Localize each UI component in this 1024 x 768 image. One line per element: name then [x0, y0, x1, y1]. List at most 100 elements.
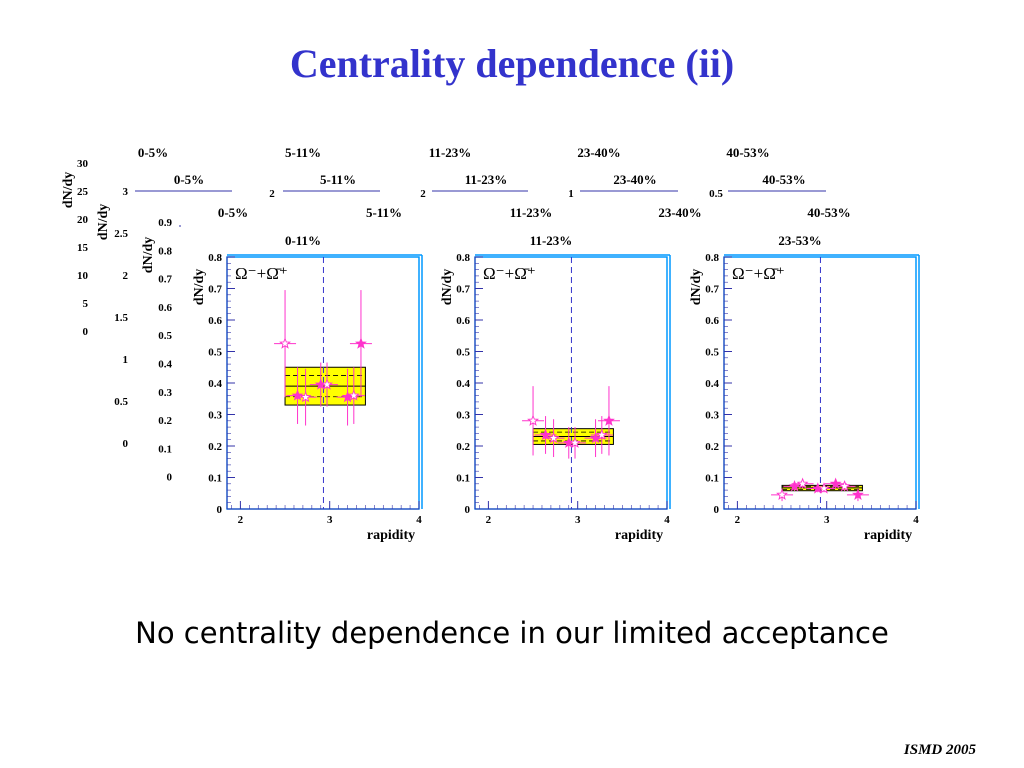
- y-tick-label: 0.8: [208, 252, 222, 264]
- background-tick-label: 1.5: [114, 312, 128, 324]
- y-axis-label: dN/dy: [192, 269, 207, 306]
- background-centrality-label: 5-11%: [285, 145, 321, 160]
- y-tick-label: 0: [465, 504, 471, 516]
- background-tick-label: 15: [77, 242, 89, 254]
- y-tick-label: 0.5: [208, 347, 222, 359]
- background-centrality-label: 23-40%: [613, 172, 656, 187]
- data-point: [788, 480, 801, 492]
- background-tick-label: 0.2: [158, 415, 172, 427]
- x-tick-label: 4: [416, 514, 422, 526]
- x-tick-label: 2: [735, 514, 741, 526]
- y-tick-label: 0.5: [456, 347, 470, 359]
- background-centrality-label: 40-53%: [807, 205, 850, 220]
- background-ylabel: dN/dy: [61, 172, 76, 209]
- x-tick-label: 4: [913, 514, 919, 526]
- background-tick-label: 0.7: [158, 274, 172, 286]
- background-ylabel: dN/dy: [141, 237, 156, 274]
- y-tick-label: 0.2: [208, 441, 222, 453]
- background-tick-label: 0.8: [158, 245, 172, 257]
- background-centrality-label: 5-11%: [320, 172, 356, 187]
- chart-panel-3: 0 0.1 0.2 0.3 0.4 0.5 0.6 0.7 0.8 2 3 4 23-53% rapidi…: [674, 227, 924, 544]
- y-tick-label: 0.7: [208, 284, 222, 296]
- y-tick-label: 0.3: [208, 410, 222, 422]
- y-tick-label: 0.4: [705, 378, 719, 390]
- background-tick-label: 0.4: [158, 359, 172, 371]
- background-centrality-label: 11-23%: [465, 172, 508, 187]
- y-tick-label: 0: [217, 504, 223, 516]
- x-axis-label: rapidity: [367, 528, 415, 543]
- centrality-figure: 0-5% 5-11% 11-23% 23-40% 40-53%dN/dy30252015…: [61, 145, 924, 544]
- background-ylabel: dN/dy: [96, 204, 111, 241]
- x-tick-label: 3: [575, 514, 581, 526]
- y-tick-label: 0.2: [456, 441, 470, 453]
- background-tick-label: 1: [568, 188, 574, 200]
- background-tick-label: 20: [77, 214, 89, 226]
- y-tick-label: 0.4: [208, 378, 222, 390]
- y-tick-label: 0.3: [705, 410, 719, 422]
- data-point: [527, 414, 540, 426]
- data-point: [838, 480, 851, 492]
- background-tick-label: 30: [77, 158, 89, 170]
- background-tick-label: 25: [77, 186, 89, 198]
- background-tick-label: 0.5: [709, 188, 723, 200]
- background-tick-label: 2: [420, 188, 426, 200]
- slide-footer: ISMD 2005: [903, 742, 976, 758]
- background-tick-label: 2: [269, 188, 275, 200]
- x-axis-label: rapidity: [615, 528, 663, 543]
- background-centrality-label: 40-53%: [726, 145, 769, 160]
- y-tick-label: 0.8: [456, 252, 470, 264]
- slide-title: Centrality dependence (ii): [289, 41, 735, 86]
- background-tick-label: 0.5: [158, 330, 172, 342]
- background-tick-label: 0.9: [158, 217, 172, 229]
- background-centrality-label: 5-11%: [366, 205, 402, 220]
- x-tick-label: 2: [486, 514, 492, 526]
- background-tick-label: 0: [123, 438, 129, 450]
- panel-legend: Ω⁻+Ω̄⁺: [483, 264, 536, 283]
- data-point: [569, 436, 582, 448]
- panel-legend: Ω⁻+Ω̄⁺: [732, 264, 785, 283]
- data-point: [279, 337, 292, 349]
- data-point: [851, 488, 864, 500]
- y-tick-label: 0.6: [456, 315, 470, 327]
- data-point: [347, 389, 360, 401]
- background-tick-label: 0: [83, 326, 89, 338]
- chart-panel-1: 0 0.1 0.2 0.3 0.4 0.5 0.6 0.7 0.8 2 3 4 0-11% rapidit…: [177, 227, 427, 544]
- background-centrality-label: 11-23%: [510, 205, 553, 220]
- data-point: [321, 378, 334, 390]
- panel-centrality-title: 11-23%: [530, 233, 573, 248]
- y-tick-label: 0.6: [208, 315, 222, 327]
- data-point: [776, 488, 789, 500]
- background-centrality-label: 23-40%: [658, 205, 701, 220]
- y-axis-label: dN/dy: [440, 269, 455, 306]
- x-tick-label: 2: [238, 514, 244, 526]
- data-point: [595, 428, 608, 441]
- panel-legend: Ω⁻+Ω̄⁺: [235, 264, 288, 283]
- background-tick-label: 1: [123, 354, 129, 366]
- y-tick-label: 0.2: [705, 441, 719, 453]
- data-point: [796, 477, 809, 489]
- background-tick-label: 5: [83, 298, 89, 310]
- panel-backdrop: [425, 227, 675, 544]
- background-tick-label: 10: [77, 270, 89, 282]
- data-point: [547, 431, 560, 444]
- y-axis-label: dN/dy: [689, 269, 704, 306]
- background-tick-label: 2: [123, 270, 129, 282]
- data-point: [539, 428, 552, 441]
- background-centrality-label: 0-5%: [138, 145, 168, 160]
- background-centrality-label: 11-23%: [429, 145, 472, 160]
- background-tick-label: 2.5: [114, 228, 128, 240]
- y-tick-label: 0.6: [705, 315, 719, 327]
- x-tick-label: 3: [327, 514, 333, 526]
- background-tick-label: 0.6: [158, 302, 172, 314]
- panel-centrality-title: 0-11%: [285, 233, 321, 248]
- y-tick-label: 0.1: [705, 473, 719, 485]
- y-tick-label: 0.7: [456, 284, 470, 296]
- background-tick-label: 0.3: [158, 387, 172, 399]
- data-point: [354, 337, 367, 349]
- background-tick-label: 0.1: [158, 443, 172, 455]
- background-centrality-label: 23-40%: [577, 145, 620, 160]
- y-tick-label: 0.5: [705, 347, 719, 359]
- y-tick-label: 0: [714, 504, 720, 516]
- background-tick-label: 0: [167, 472, 173, 484]
- y-tick-label: 0.4: [456, 378, 470, 390]
